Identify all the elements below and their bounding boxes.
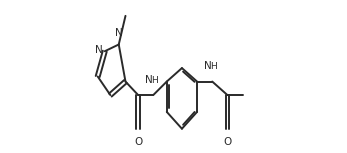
Text: O: O [223, 137, 231, 147]
Text: O: O [134, 137, 142, 147]
Text: N: N [145, 75, 153, 85]
Text: N: N [115, 28, 123, 38]
Text: H: H [210, 62, 217, 71]
Text: N: N [204, 62, 212, 71]
Text: H: H [151, 76, 158, 85]
Text: N: N [95, 45, 103, 55]
